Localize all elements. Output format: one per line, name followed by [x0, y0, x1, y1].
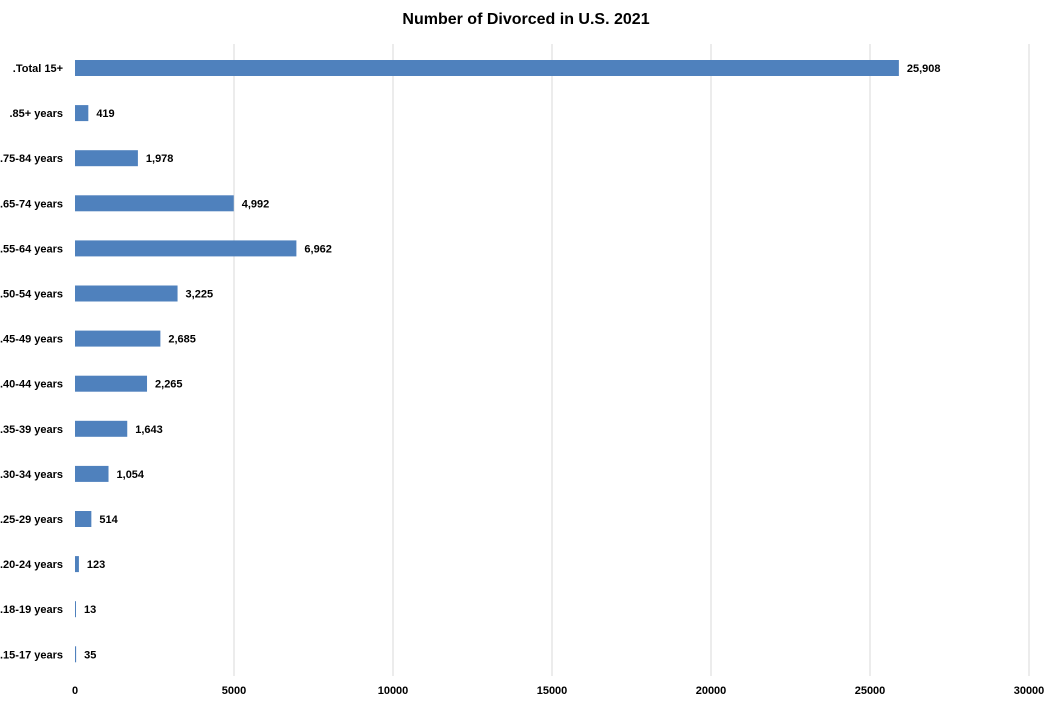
category-label: .35-39 years	[0, 424, 63, 436]
category-label: .65-74 years	[0, 198, 63, 210]
data-label: 1,054	[117, 469, 145, 481]
category-label: .30-34 years	[0, 469, 63, 481]
bars	[75, 60, 899, 663]
bar	[75, 511, 92, 527]
data-label: 2,685	[168, 334, 196, 346]
data-label: 123	[87, 559, 105, 571]
bar	[75, 601, 76, 618]
data-label: 1,643	[135, 424, 163, 436]
bar	[75, 240, 297, 257]
x-tick-label: 25000	[855, 685, 886, 697]
x-tick-label: 10000	[378, 685, 409, 697]
category-label: .20-24 years	[0, 559, 63, 571]
data-label: 3,225	[186, 289, 214, 301]
bar	[75, 285, 178, 302]
data-labels: 25,908 419 1,978 4,992 6,962 3,225 2,685 2,265 1…	[84, 63, 941, 661]
category-label: .Total 15+	[13, 63, 63, 75]
category-label: .25-29 years	[0, 514, 63, 526]
gridlines	[233, 44, 1030, 676]
category-labels: .Total 15+ .85+ years .75-84 years .65-74 y…	[0, 63, 63, 661]
data-label: 2,265	[155, 379, 183, 391]
bar	[75, 465, 109, 482]
bar	[75, 330, 161, 347]
data-label: 4,992	[242, 198, 270, 210]
bar	[75, 105, 89, 122]
bar	[75, 375, 148, 392]
category-label: .18-19 years	[0, 604, 63, 616]
data-label: 419	[96, 108, 114, 120]
x-tick-label: 15000	[537, 685, 568, 697]
data-label: 1,978	[146, 153, 174, 165]
category-label: .50-54 years	[0, 289, 63, 301]
category-label: .15-17 years	[0, 649, 63, 661]
category-label: .45-49 years	[0, 334, 63, 346]
data-label: 6,962	[304, 243, 332, 255]
category-label: .85+ years	[9, 108, 63, 120]
data-label: 35	[84, 649, 96, 661]
x-tick-label: 30000	[1014, 685, 1045, 697]
chart-title: Number of Divorced in U.S. 2021	[402, 11, 649, 28]
x-tick-label: 5000	[222, 685, 246, 697]
category-label: .40-44 years	[0, 379, 63, 391]
bar	[75, 556, 79, 573]
bar	[75, 195, 234, 212]
x-tick-label: 20000	[696, 685, 727, 697]
data-label: 25,908	[907, 63, 941, 75]
data-label: 13	[84, 604, 96, 616]
bar	[75, 420, 128, 437]
bar	[75, 150, 138, 167]
bar	[75, 646, 77, 663]
category-label: .75-84 years	[0, 153, 63, 165]
category-label: .55-64 years	[0, 243, 63, 255]
x-tick-label: 0	[72, 685, 78, 697]
x-axis-tick-labels: 0 5000 10000 15000 20000 25000 30000	[72, 685, 1044, 697]
data-label: 514	[99, 514, 118, 526]
bar	[75, 60, 899, 76]
